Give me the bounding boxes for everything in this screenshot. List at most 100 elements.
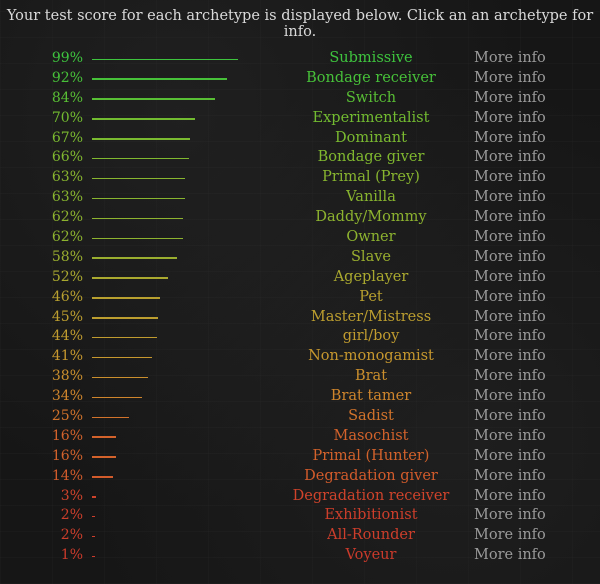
archetype-row[interactable]: 3% Degradation receiver More info: [0, 487, 600, 507]
more-info-link[interactable]: More info: [474, 527, 546, 544]
archetype-row[interactable]: 14% Degradation giver More info: [0, 467, 600, 487]
archetype-name-link[interactable]: Exhibitionist: [324, 507, 418, 524]
archetype-name-link[interactable]: Experimentalist: [312, 109, 430, 126]
archetype-row[interactable]: 2% All-Rounder More info: [0, 526, 600, 546]
results-header: Your test score for each archetype is di…: [6, 8, 594, 40]
more-info-link[interactable]: More info: [474, 69, 546, 86]
archetype-score-bar: [92, 197, 185, 200]
archetype-name-link[interactable]: Switch: [345, 89, 397, 106]
more-info-link[interactable]: More info: [474, 328, 546, 345]
archetype-row[interactable]: 58% Slave More info: [0, 248, 600, 268]
archetype-score-bar: [92, 356, 153, 359]
archetype-percent: 58%: [51, 248, 83, 265]
archetype-name-link[interactable]: Vanilla: [346, 189, 396, 206]
archetype-name-link[interactable]: Brat: [354, 368, 388, 385]
archetype-row[interactable]: 41% Non-monogamist More info: [0, 347, 600, 367]
archetype-score-bar: [92, 177, 185, 180]
archetype-score-bar: [92, 138, 191, 140]
more-info-link[interactable]: More info: [474, 368, 546, 385]
archetype-results-list: 99% Submissive More info 92% Bondage receive…: [0, 49, 600, 566]
archetype-score-bar: [92, 98, 216, 100]
more-info-link[interactable]: More info: [474, 408, 546, 425]
archetype-row[interactable]: 63% Primal (Prey) More info: [0, 168, 600, 188]
archetype-row[interactable]: 45% Master/Mistress More info: [0, 308, 600, 328]
archetype-name-link[interactable]: Pet: [359, 288, 383, 305]
more-info-link[interactable]: More info: [474, 149, 546, 166]
archetype-row[interactable]: 46% Pet More info: [0, 288, 600, 308]
more-info-link[interactable]: More info: [474, 467, 546, 484]
archetype-row[interactable]: 1% Voyeur More info: [0, 546, 600, 566]
archetype-percent: 16%: [51, 427, 83, 444]
more-info-link[interactable]: More info: [474, 169, 546, 186]
archetype-percent: 99%: [51, 50, 83, 66]
more-info-link[interactable]: More info: [474, 229, 546, 246]
archetype-percent: 38%: [51, 368, 83, 385]
archetype-name-link[interactable]: Dominant: [335, 129, 407, 146]
archetype-row[interactable]: 52% Ageplayer More info: [0, 268, 600, 288]
archetype-name-link[interactable]: Degradation receiver: [292, 487, 450, 504]
more-info-link[interactable]: More info: [474, 547, 546, 564]
more-info-link[interactable]: More info: [474, 348, 546, 365]
more-info-link[interactable]: More info: [474, 209, 546, 226]
archetype-row[interactable]: 70% Experimentalist More info: [0, 109, 600, 129]
archetype-row[interactable]: 67% Dominant More info: [0, 129, 600, 149]
archetype-score-bar: [92, 118, 195, 120]
more-info-link[interactable]: More info: [474, 248, 546, 265]
archetype-name-link[interactable]: Submissive: [329, 50, 413, 66]
archetype-name-link[interactable]: Degradation giver: [304, 467, 438, 484]
archetype-row[interactable]: 16% Primal (Hunter) More info: [0, 447, 600, 467]
archetype-row[interactable]: 25% Sadist More info: [0, 407, 600, 427]
archetype-name-link[interactable]: Brat tamer: [330, 388, 412, 405]
archetype-row[interactable]: 44% girl/boy More info: [0, 327, 600, 347]
archetype-score-bar: [92, 78, 228, 80]
archetype-row[interactable]: 34% Brat tamer More info: [0, 387, 600, 407]
archetype-name-link[interactable]: girl/boy: [342, 328, 400, 345]
archetype-name-link[interactable]: Voyeur: [345, 547, 397, 564]
archetype-name-link[interactable]: Sadist: [348, 408, 394, 425]
archetype-name-link[interactable]: Ageplayer: [333, 268, 409, 285]
more-info-link[interactable]: More info: [474, 487, 546, 504]
archetype-row[interactable]: 92% Bondage receiver More info: [0, 69, 600, 89]
archetype-name-link[interactable]: Primal (Prey): [322, 169, 420, 186]
more-info-link[interactable]: More info: [474, 189, 546, 206]
archetype-row[interactable]: 63% Vanilla More info: [0, 188, 600, 208]
more-info-link[interactable]: More info: [474, 109, 546, 126]
more-info-link[interactable]: More info: [474, 268, 546, 285]
archetype-row[interactable]: 16% Masochist More info: [0, 427, 600, 447]
archetype-score-bar: [92, 297, 160, 299]
archetype-score-bar: [92, 217, 184, 220]
more-info-link[interactable]: More info: [474, 507, 546, 524]
archetype-name-link[interactable]: All-Rounder: [327, 527, 415, 544]
archetype-score-bar: [92, 515, 95, 518]
more-info-link[interactable]: More info: [474, 288, 546, 305]
archetype-row[interactable]: 2% Exhibitionist More info: [0, 506, 600, 526]
archetype-name-link[interactable]: Masochist: [333, 427, 409, 444]
more-info-link[interactable]: More info: [474, 447, 546, 464]
archetype-row[interactable]: 62% Owner More info: [0, 228, 600, 248]
more-info-link[interactable]: More info: [474, 388, 546, 405]
archetype-name-link[interactable]: Non-monogamist: [308, 348, 434, 365]
archetype-percent: 67%: [51, 129, 83, 146]
archetype-name-link[interactable]: Master/Mistress: [310, 308, 432, 325]
archetype-row[interactable]: 99% Submissive More info: [0, 49, 600, 69]
archetype-score-bar: [92, 336, 157, 339]
archetype-score-bar: [92, 476, 113, 478]
archetype-name-link[interactable]: Slave: [351, 248, 391, 265]
archetype-score-bar: [92, 277, 169, 279]
archetype-name-link[interactable]: Bondage giver: [317, 149, 425, 166]
archetype-row[interactable]: 66% Bondage giver More info: [0, 148, 600, 168]
archetype-name-link[interactable]: Daddy/Mommy: [315, 209, 427, 226]
more-info-link[interactable]: More info: [474, 427, 546, 444]
more-info-link[interactable]: More info: [474, 129, 546, 146]
archetype-row[interactable]: 62% Daddy/Mommy More info: [0, 208, 600, 228]
archetype-percent: 63%: [51, 189, 83, 206]
archetype-row[interactable]: 38% Brat More info: [0, 367, 600, 387]
more-info-link[interactable]: More info: [474, 308, 546, 325]
archetype-name-link[interactable]: Owner: [346, 229, 396, 246]
archetype-row[interactable]: 84% Switch More info: [0, 89, 600, 109]
more-info-link[interactable]: More info: [474, 89, 546, 106]
more-info-link[interactable]: More info: [474, 50, 546, 66]
archetype-score-bar: [92, 376, 148, 379]
archetype-name-link[interactable]: Primal (Hunter): [312, 447, 430, 464]
archetype-name-link[interactable]: Bondage receiver: [306, 69, 436, 86]
